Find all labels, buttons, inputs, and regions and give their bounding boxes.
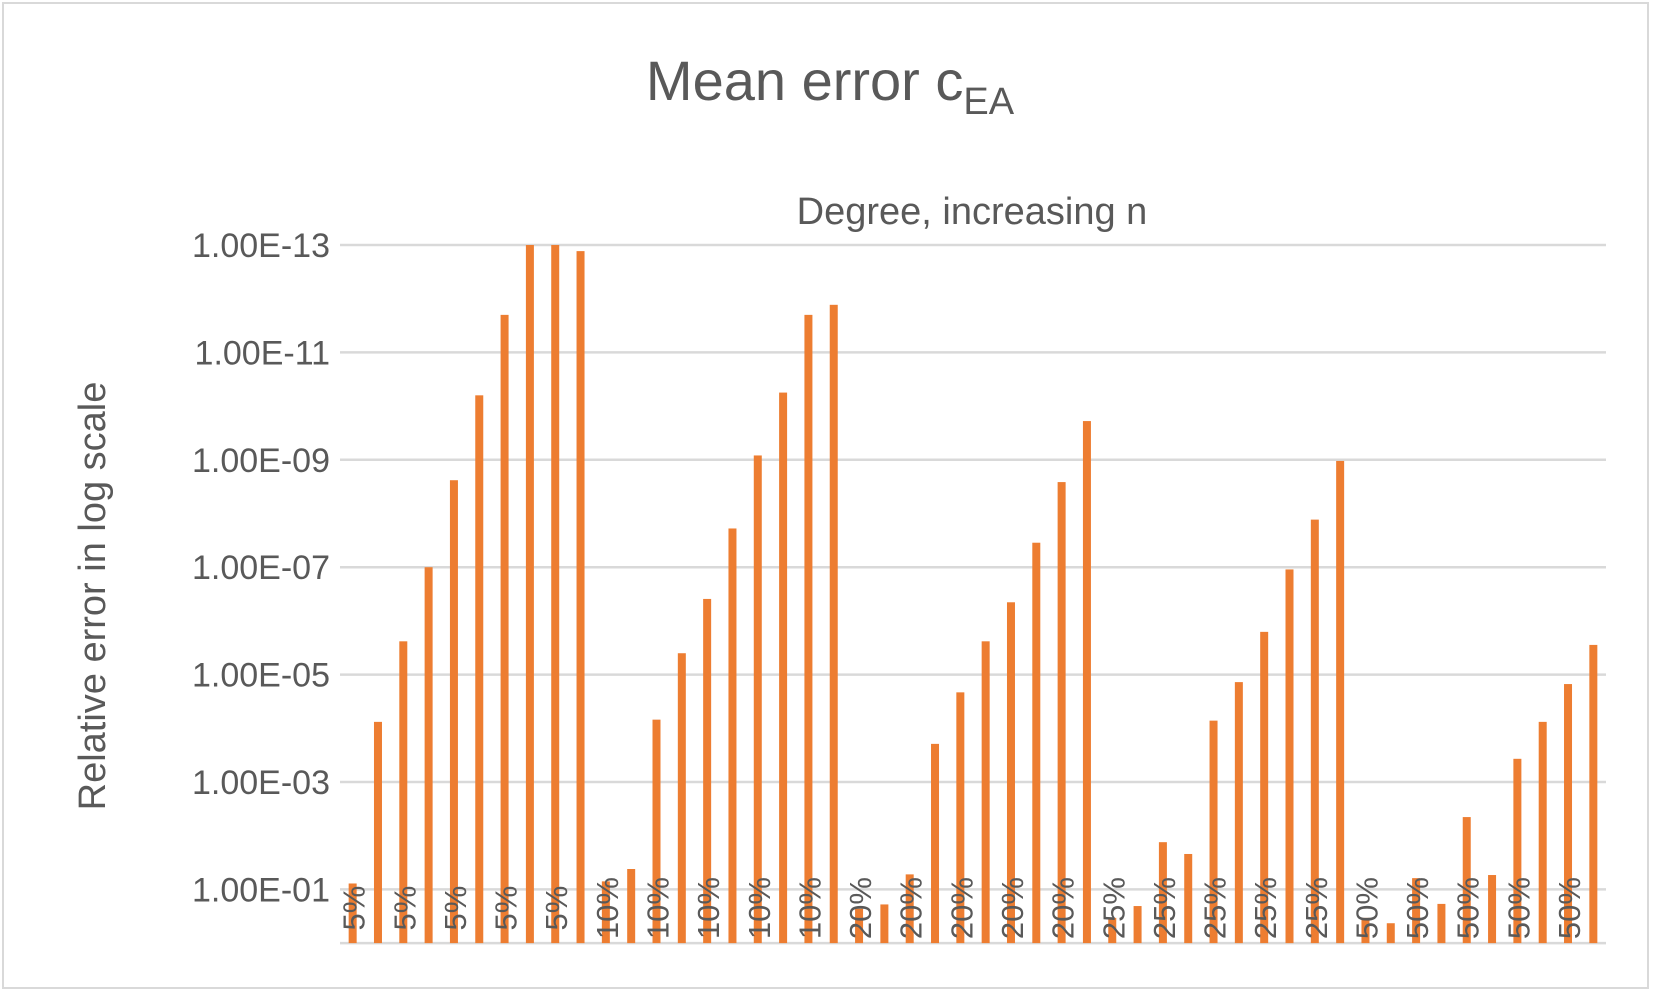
x-tick-label: 25%	[1299, 877, 1334, 939]
bar	[1234, 682, 1243, 944]
y-tick-label: 1.00E-09	[192, 442, 330, 480]
x-tick-label: 25%	[1198, 877, 1233, 939]
x-tick-label: 20%	[843, 877, 878, 939]
y-axis-label: Relative error in log scale	[72, 382, 114, 811]
bar	[1386, 923, 1395, 944]
chart-title: Mean error cEA	[646, 49, 1015, 123]
x-tick-label: 10%	[590, 877, 625, 939]
x-tick-label: 50%	[1400, 877, 1435, 939]
bar	[525, 245, 534, 944]
bar	[880, 904, 889, 944]
bar	[1006, 602, 1015, 944]
bar	[601, 881, 610, 944]
x-tick-label: 5%	[387, 886, 422, 931]
bar	[1158, 842, 1167, 944]
bar	[753, 455, 762, 944]
x-tick-label: 50%	[1349, 877, 1384, 939]
bar	[779, 392, 788, 944]
x-tick-label: 5%	[438, 886, 473, 931]
bar	[1513, 758, 1522, 944]
y-tick-label: 1.00E-05	[192, 657, 330, 695]
x-tick-label: 10%	[742, 877, 777, 939]
y-tick-label: 1.00E-07	[192, 549, 330, 587]
x-tick-label: 20%	[1046, 877, 1081, 939]
bar	[1462, 817, 1471, 944]
gridlines	[340, 243, 1606, 945]
bar	[551, 245, 560, 944]
x-tick-label: 5%	[539, 886, 574, 931]
bar	[475, 395, 484, 944]
bar	[1437, 903, 1446, 944]
bar	[652, 719, 661, 944]
x-tick-label: 50%	[1552, 877, 1587, 939]
bar	[1285, 569, 1294, 944]
bar	[905, 874, 914, 944]
bar	[1310, 519, 1319, 944]
chart-title-subscript: EA	[963, 81, 1014, 123]
x-tick-label: 10%	[792, 877, 827, 939]
bar	[1538, 721, 1547, 944]
bar	[703, 598, 712, 944]
x-tick-label: 5%	[337, 886, 372, 931]
bar	[677, 653, 686, 944]
y-tick-label: 1.00E-11	[195, 334, 330, 372]
y-tick-labels: 1.00E-13 1.00E-11 1.00E-09 1.00E-07 1.00E-05…	[192, 227, 330, 909]
x-tick-label: 20%	[894, 877, 929, 939]
bar	[1082, 421, 1091, 944]
bar	[1564, 684, 1573, 944]
x-tick-label: 25%	[1147, 877, 1182, 939]
bar	[1589, 644, 1598, 944]
chart-subtitle: Degree, increasing n	[797, 191, 1148, 233]
x-tick-label: 50%	[1501, 877, 1536, 939]
y-tick-label: 1.00E-03	[192, 764, 330, 802]
y-tick-label: 1.00E-13	[192, 227, 330, 265]
y-tick-label: 1.00E-01	[192, 871, 330, 909]
bar	[728, 528, 737, 944]
chart-svg: Mean error cEA Degree, increasing n Rela…	[72, 49, 1606, 945]
chart-title-main: Mean error c	[646, 49, 963, 112]
x-tick-label: 20%	[995, 877, 1030, 939]
x-tick-label: 25%	[1096, 877, 1131, 939]
bar	[576, 251, 585, 944]
bar	[1488, 875, 1497, 944]
bar	[500, 314, 509, 944]
bar	[1133, 906, 1142, 944]
bar	[373, 721, 382, 944]
bar	[1361, 917, 1370, 944]
bar	[627, 869, 636, 944]
x-tick-label: 5%	[489, 886, 524, 931]
bar	[829, 304, 838, 944]
bars	[348, 245, 1598, 944]
bar	[1260, 631, 1269, 944]
x-tick-label: 50%	[1451, 877, 1486, 939]
bar	[931, 743, 940, 944]
bar	[981, 641, 990, 944]
x-tick-label: 20%	[944, 877, 979, 939]
bar	[424, 567, 433, 944]
bar	[1032, 542, 1041, 944]
bar	[855, 908, 864, 944]
x-tick-labels: 5% 5% 5% 5% 5% 10% 10% 10% 10% 10% 20% 20% 20% 20% 20%…	[337, 877, 1587, 939]
bar	[1209, 720, 1218, 944]
bar	[956, 692, 965, 944]
bar	[1108, 917, 1117, 944]
bar	[1184, 853, 1193, 944]
x-tick-label: 25%	[1248, 877, 1283, 939]
bar	[399, 641, 408, 944]
bar	[1336, 460, 1345, 944]
x-tick-label: 10%	[641, 877, 676, 939]
bar	[1057, 482, 1066, 944]
bar	[804, 314, 813, 944]
bar	[1412, 878, 1421, 944]
bar	[449, 480, 458, 944]
bar	[348, 883, 357, 944]
x-tick-label: 10%	[691, 877, 726, 939]
